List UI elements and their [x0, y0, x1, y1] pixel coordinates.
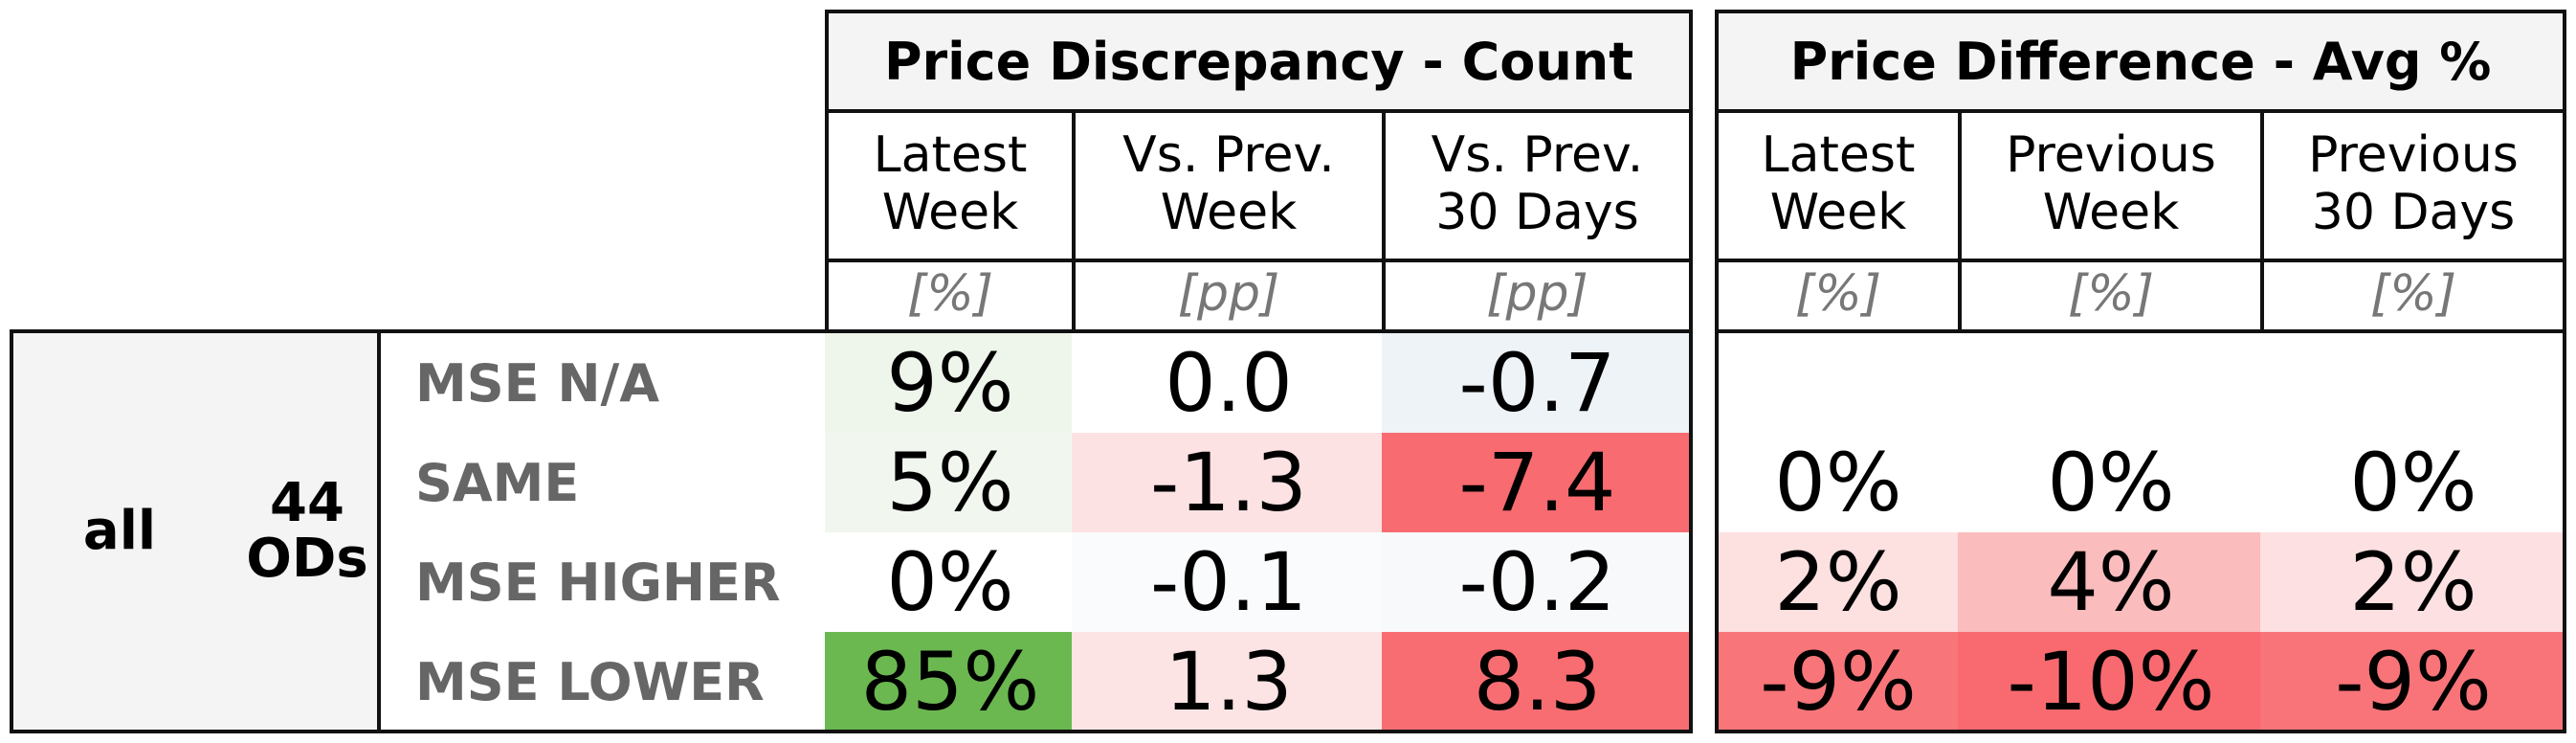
unit-label: [%]: [1715, 259, 1962, 333]
heatmap-cell: 2%: [1715, 532, 1962, 632]
price-difference-body: 0% 0% 0% 2% 4% 2% -9% -10% -9%: [1715, 329, 2566, 733]
heatmap-cell: 0%: [2260, 433, 2566, 532]
unit-label: [%]: [2260, 259, 2566, 333]
heatmap-cell: [1958, 333, 2264, 433]
heatmap-cell: 5%: [825, 433, 1076, 532]
segment-group-label: all: [82, 500, 157, 562]
unit-label: [%]: [1958, 259, 2264, 333]
segment-label-block: [10, 329, 381, 733]
group-header-price-discrepancy: Price Discrepancy - Count: [825, 10, 1693, 113]
heatmap-cell: 0.0: [1072, 333, 1386, 433]
heatmap-cell: -1.3: [1072, 433, 1386, 532]
heatmap-cell: -0.1: [1072, 532, 1386, 632]
heatmap-cell: -0.7: [1382, 333, 1693, 433]
heatmap-cell: [2260, 333, 2566, 433]
heatmap-cell: [1715, 333, 1962, 433]
heatmap-cell: 8.3: [1382, 632, 1693, 732]
column-header: Latest Week: [825, 109, 1076, 262]
unit-label: [pp]: [1382, 259, 1693, 333]
heatmap-cell: -9%: [2260, 632, 2566, 732]
column-header: Previous 30 Days: [2260, 109, 2566, 262]
row-label: MSE HIGHER: [415, 552, 781, 613]
group-title: Price Difference - Avg %: [1789, 31, 2492, 92]
row-label: MSE LOWER: [415, 651, 765, 712]
heatmap-cell: 1.3: [1072, 632, 1386, 732]
row-label: SAME: [415, 452, 580, 513]
group-header-price-difference: Price Difference - Avg %: [1715, 10, 2566, 113]
heatmap-cell: 9%: [825, 333, 1076, 433]
heatmap-cell: 2%: [2260, 532, 2566, 632]
group-title: Price Discrepancy - Count: [883, 31, 1634, 92]
column-header: Latest Week: [1715, 109, 1962, 262]
column-header: Vs. Prev. Week: [1072, 109, 1386, 262]
unit-label: [pp]: [1072, 259, 1386, 333]
column-header: Vs. Prev. 30 Days: [1382, 109, 1693, 262]
heatmap-cell: -9%: [1715, 632, 1962, 732]
heatmap-cell: 0%: [825, 532, 1076, 632]
heatmap-cell: 4%: [1958, 532, 2264, 632]
od-count-label: 44 ODs: [246, 472, 368, 590]
row-label: MSE N/A: [415, 352, 660, 414]
heatmap-cell: 0%: [1715, 433, 1962, 532]
unit-label: [%]: [825, 259, 1076, 333]
heatmap-cell: -10%: [1958, 632, 2264, 732]
heatmap-cell: 85%: [825, 632, 1076, 732]
heatmap-cell: 0%: [1958, 433, 2264, 532]
heatmap-cell: -7.4: [1382, 433, 1693, 532]
discrepancy-count-body: MSE N/A 9% 0.0 -0.7 SAME 5% -1.3 -7.4 MSE HIGHER…: [377, 329, 1693, 733]
column-header: Previous Week: [1958, 109, 2264, 262]
heatmap-cell: -0.2: [1382, 532, 1693, 632]
